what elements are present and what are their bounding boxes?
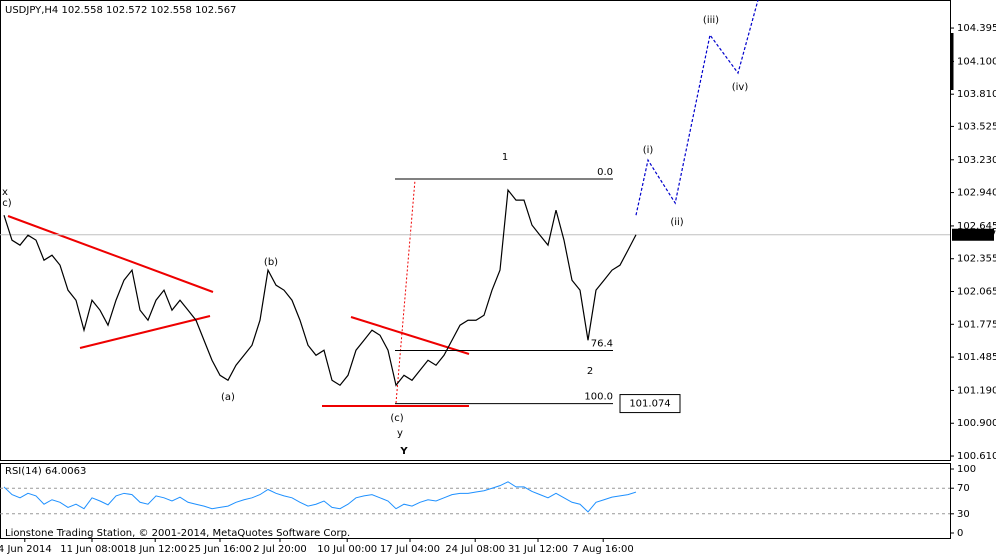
y-tick-label: 104.100	[957, 56, 996, 67]
wave-label: x	[2, 187, 8, 198]
x-tick-label: 11 Jun 08:00	[60, 544, 124, 555]
wave-label: (b)	[264, 257, 278, 268]
price-panel	[0, 0, 951, 461]
x-tick-label: 31 Jul 12:00	[508, 544, 568, 555]
y-tick-label: 102.645	[957, 221, 996, 232]
y-tick-label: 100.610	[957, 451, 996, 462]
fib-low-label: 101.074	[629, 399, 670, 410]
price-line-series	[3, 188, 637, 387]
trendline	[79, 315, 211, 349]
rsi-title: RSI(14) 64.0063	[5, 466, 86, 477]
wave-label: (iii)	[703, 15, 719, 26]
y-tick-label: 101.190	[957, 385, 996, 396]
y-tick-label: 102.940	[957, 188, 996, 199]
rsi-tick-label: 70	[957, 483, 970, 494]
y-tick-label: 103.525	[957, 121, 996, 132]
wave-label: c)	[2, 198, 11, 209]
x-tick-label: 2 Jul 20:00	[253, 544, 307, 555]
y-tick-label: 101.485	[957, 352, 996, 363]
wave-label: (c)	[390, 413, 403, 424]
fib-level-label: 76.4	[591, 339, 613, 350]
y-tick-label: 102.355	[957, 254, 996, 265]
wave-label: y	[397, 428, 403, 439]
wave-label: 2	[587, 366, 593, 377]
wave-label: (iv)	[732, 82, 749, 93]
wave-label: (ii)	[670, 217, 683, 228]
y-tick-label: 104.395	[957, 23, 996, 34]
fib-level-label: 100.0	[584, 392, 613, 403]
price-box	[952, 228, 994, 241]
x-tick-label: 4 Jun 2014	[0, 544, 52, 555]
fib-low-box	[619, 394, 681, 414]
price-box-label: 102.567	[955, 230, 996, 241]
x-tick-label: 17 Jul 04:00	[380, 544, 440, 555]
trendline	[350, 316, 470, 355]
y-tick-label: 102.065	[957, 287, 996, 298]
wave-label: (a)	[221, 392, 235, 403]
wave-label: Y	[399, 446, 408, 457]
footer: Lionstone Trading Station, © 2001-2014, …	[5, 528, 350, 539]
x-tick-label: 24 Jul 08:00	[445, 544, 505, 555]
rsi-tick-label: 30	[957, 509, 970, 520]
trendline	[7, 215, 214, 293]
x-tick-label: 7 Aug 16:00	[573, 544, 634, 555]
fib-level-label: 0.0	[597, 167, 613, 178]
y-tick-label: 100.900	[957, 418, 996, 429]
rsi-tick-label: 0	[957, 528, 963, 539]
x-tick-label: 25 Jun 16:00	[188, 544, 252, 555]
y-tick-label: 103.230	[957, 155, 996, 166]
rsi-line	[3, 481, 637, 513]
y-tick-label: 103.810	[957, 89, 996, 100]
x-tick-label: 18 Jun 12:00	[123, 544, 187, 555]
wave-label: 1	[502, 152, 508, 163]
rsi-tick-label: 100	[957, 464, 976, 475]
fib-connector	[395, 179, 416, 404]
y-tick-label: 101.775	[957, 319, 996, 330]
chart-title: USDJPY,H4 102.558 102.572 102.558 102.56…	[5, 5, 236, 16]
projection-path	[635, 0, 759, 216]
x-tick-label: 10 Jul 00:00	[317, 544, 377, 555]
wave-label: (i)	[643, 145, 654, 156]
